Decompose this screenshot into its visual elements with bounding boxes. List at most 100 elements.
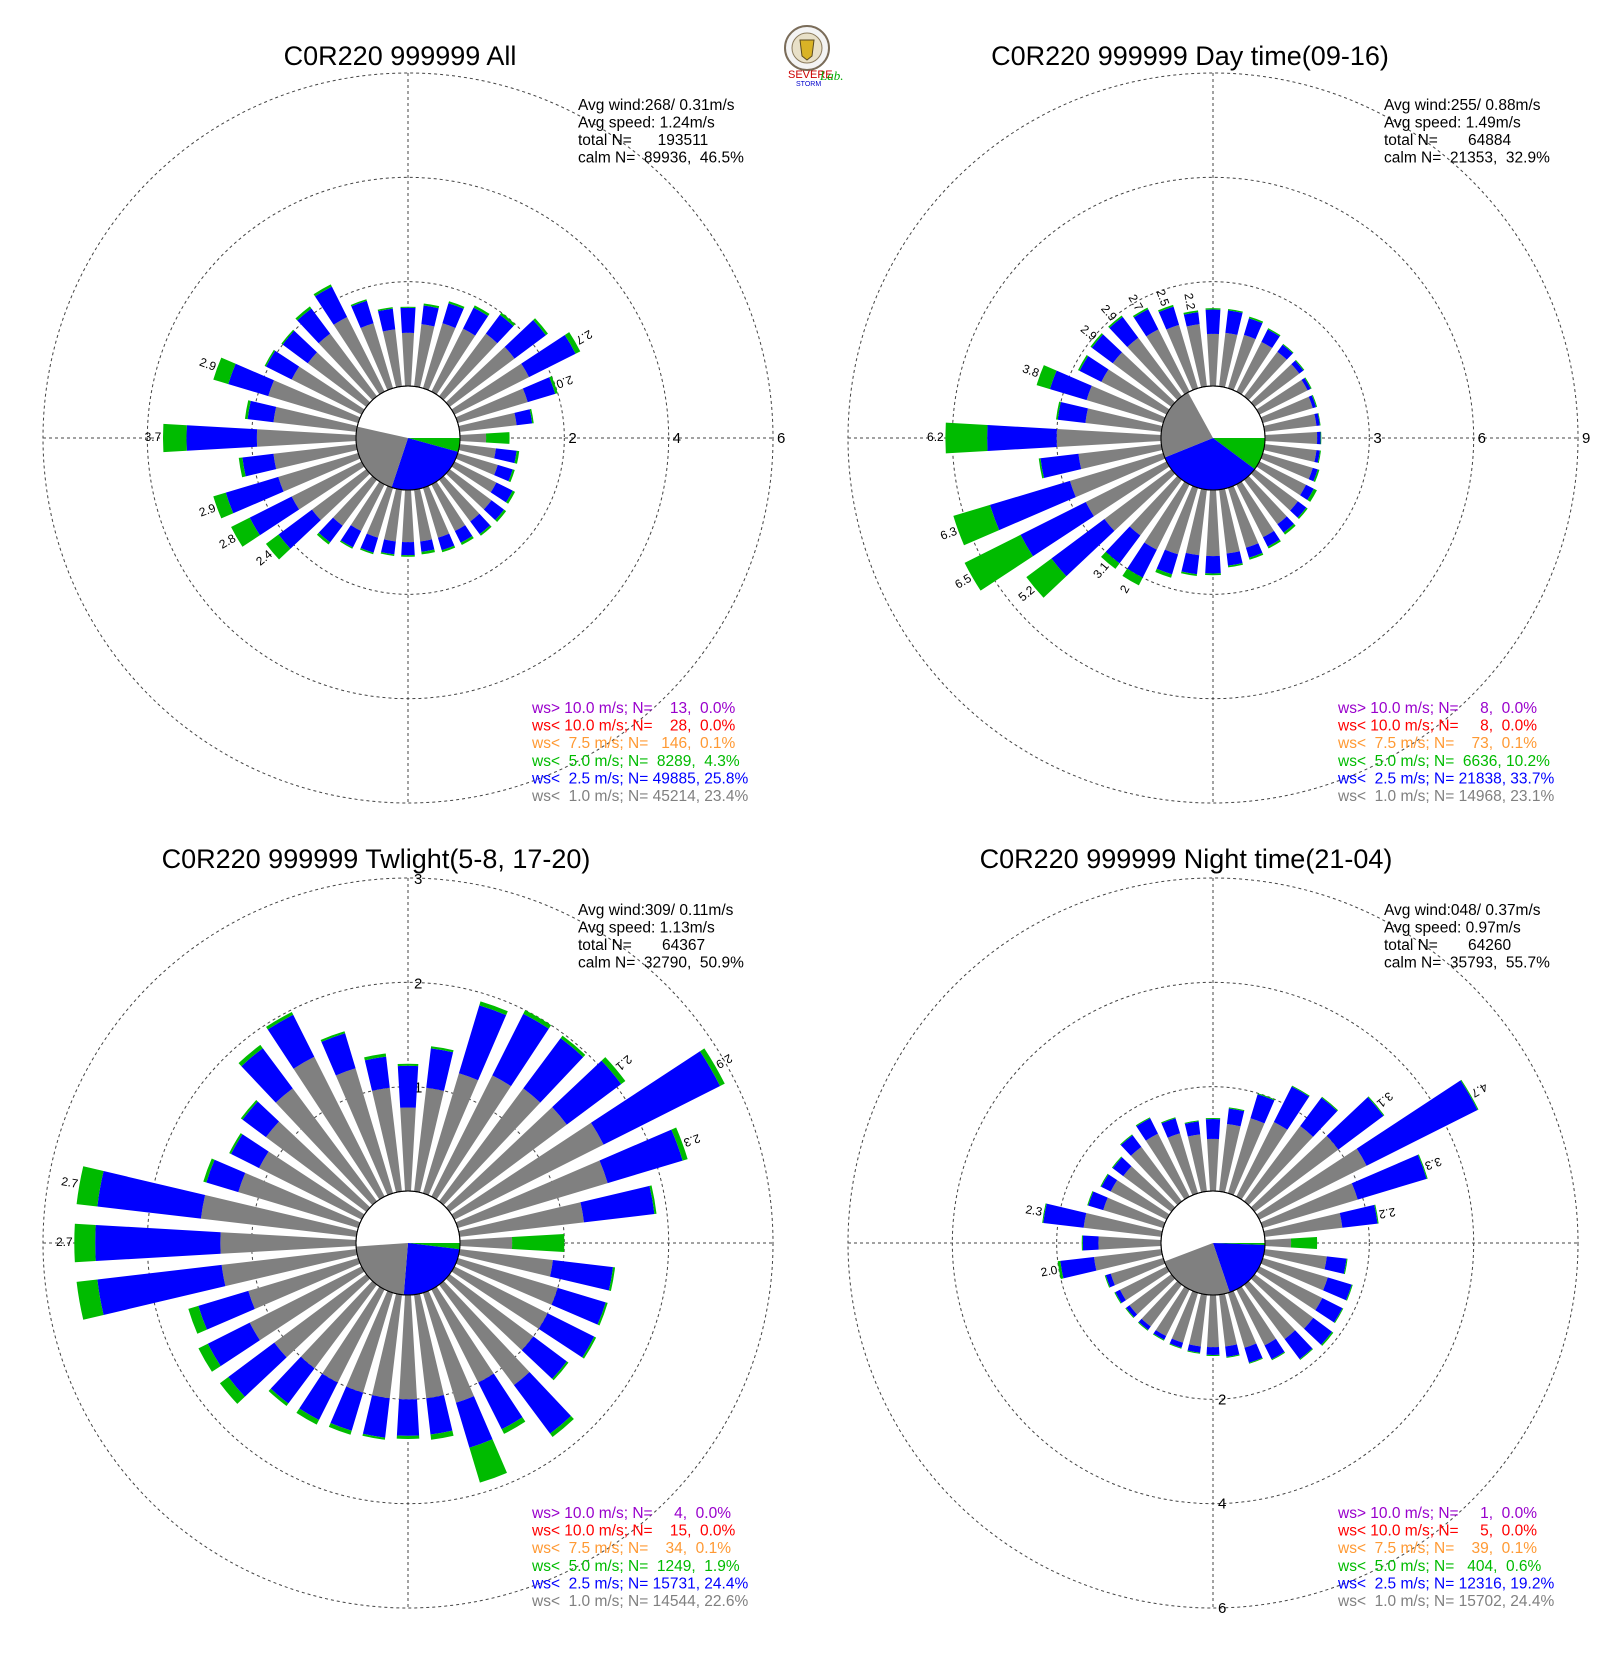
petal-segment-lt2_5: [1120, 1135, 1142, 1156]
petal-dir-340: 2.5: [1153, 288, 1199, 391]
petal-segment-lt2_5: [1079, 355, 1109, 382]
petal-segment-lt2_5: [1290, 501, 1307, 518]
petal-dir-130: [1250, 1274, 1334, 1346]
petal-dir-180: [1205, 489, 1221, 576]
petal-segment-lt2_5: [1316, 431, 1321, 445]
petal-segment-lt1: [1219, 1293, 1237, 1347]
petal-segment-lt5: [1282, 343, 1294, 354]
petal-segment-lt5: [479, 1001, 508, 1016]
petal-segment-lt5: [213, 357, 236, 385]
petal-segment-lt5: [1283, 523, 1296, 535]
petal-segment-lt1: [1227, 1118, 1265, 1196]
petal-dir-250: 6.3: [938, 452, 1166, 546]
petal-dir-290: [203, 1158, 361, 1229]
petal-segment-lt2_5: [1308, 467, 1318, 482]
petal-dir-270: 2.7: [56, 1223, 357, 1263]
petal-segment-lt5: [188, 1305, 207, 1334]
petal-dir-160: [1227, 1290, 1263, 1364]
stats-line: Avg speed: 1.24m/s: [578, 115, 715, 132]
petal-segment-lt5: [511, 1234, 565, 1252]
legend-entry: ws< 1.0 m/s; N= 15702, 24.4%: [1337, 1593, 1554, 1610]
petal-segment-lt5: [1320, 431, 1322, 445]
petal-dir-80: 2.2: [1263, 1204, 1397, 1237]
stats-line: Avg wind:309/ 0.11m/s: [578, 902, 734, 919]
petal-segment-lt2_5: [400, 307, 416, 333]
petal-dir-230: [1125, 1274, 1176, 1319]
petal-segment-lt1: [451, 461, 497, 493]
stats-line: total N= 193511: [578, 132, 708, 149]
petal-segment-lt1: [439, 475, 480, 522]
ring-label: 1: [414, 1080, 422, 1097]
petal-segment-lt2_5: [278, 509, 321, 549]
petal-dir-220: [316, 475, 377, 545]
petal-dir-280: [1056, 401, 1163, 432]
logo-severe-text: SEVERE: [788, 69, 833, 81]
petal-segment-lt2_5: [1105, 1273, 1115, 1288]
petal-segment-lt5: [264, 349, 276, 367]
petal-segment-lt1: [1263, 444, 1317, 462]
petal-segment-lt2_5: [318, 517, 343, 543]
calm-slice-lt2_5: [391, 438, 459, 490]
petal-segment-lt5: [1226, 1354, 1240, 1358]
stats-line: Avg wind:268/ 0.31m/s: [578, 97, 735, 114]
stats-line: total N= 64260: [1384, 937, 1511, 954]
petal-segment-lt5: [213, 492, 234, 519]
petal-segment-lt2_5: [228, 363, 274, 397]
petal-dir-240: [198, 1266, 365, 1372]
petal-segment-lt1: [220, 1232, 357, 1254]
petal-max-label: 3.3: [1423, 1154, 1444, 1173]
petal-dir-190: [1181, 488, 1207, 576]
grid-ring: [1056, 1086, 1370, 1400]
ring-label: 2: [414, 975, 422, 992]
ring-label: 3: [414, 871, 422, 888]
petal-segment-lt1: [1250, 469, 1298, 511]
petal-segment-lt2_5: [1187, 1344, 1201, 1353]
ring-label: 6: [777, 430, 785, 447]
petal-segment-lt5: [377, 307, 393, 312]
petal-segment-lt1: [1167, 1133, 1199, 1196]
petal-segment-lt5: [1132, 307, 1149, 318]
ring-label: 3: [1373, 430, 1381, 447]
grid-ring: [1056, 281, 1370, 595]
petal-segment-lt1: [1207, 1138, 1219, 1192]
petal-dir-340: [350, 299, 394, 391]
petal-dir-100: [458, 444, 520, 464]
petal-segment-lt1: [1129, 475, 1182, 536]
petal-segment-lt2_5: [340, 525, 362, 548]
petal-segment-lt5: [1161, 1117, 1176, 1124]
petal-segment-lt5: [1291, 1085, 1310, 1097]
petal-dir-80: [458, 408, 534, 432]
petal-dir-100: [1263, 1249, 1348, 1275]
petal-dir-220: [268, 1280, 377, 1406]
petal-segment-lt5: [597, 1302, 608, 1326]
petal-segment-lt1: [273, 406, 358, 432]
petal-segment-lt5: [448, 301, 465, 309]
petal-dir-40: [1244, 343, 1294, 401]
legend-entry: ws< 1.0 m/s; N= 14968, 23.1%: [1337, 788, 1554, 805]
petal-segment-lt5: [1290, 1237, 1318, 1249]
petal-segment-lt1: [445, 1107, 567, 1212]
petal-dir-130: [445, 1274, 569, 1381]
petal-segment-lt1: [346, 1290, 394, 1393]
petal-segment-lt2_5: [1277, 516, 1294, 533]
petal-segment-lt5: [1101, 551, 1120, 569]
petal-segment-lt2_5: [1225, 310, 1243, 335]
petal-segment-lt2_5: [522, 377, 556, 403]
petal-segment-lt5: [1460, 1079, 1479, 1110]
petal-segment-lt2_5: [1136, 1118, 1158, 1141]
petal-segment-lt5: [162, 423, 187, 453]
petal-segment-lt5: [268, 1388, 289, 1406]
petal-segment-lt2_5: [463, 307, 489, 336]
petal-segment-lt5: [1248, 316, 1264, 324]
petal-segment-lt1: [333, 316, 385, 395]
legend-entry: ws< 10.0 m/s; N= 8, 0.0%: [1337, 718, 1537, 735]
petal-segment-lt5: [1120, 1134, 1133, 1146]
petal-dir-50: [445, 318, 548, 407]
petal-segment-lt5: [501, 1417, 526, 1434]
petal-segment-lt2_5: [270, 1356, 315, 1404]
petal-segment-lt1: [401, 332, 415, 387]
petal-segment-lt5: [1321, 1331, 1334, 1346]
petal-segment-lt5: [499, 312, 516, 327]
petal-dir-300: [1100, 1173, 1170, 1220]
petal-segment-lt2_5: [470, 513, 491, 535]
